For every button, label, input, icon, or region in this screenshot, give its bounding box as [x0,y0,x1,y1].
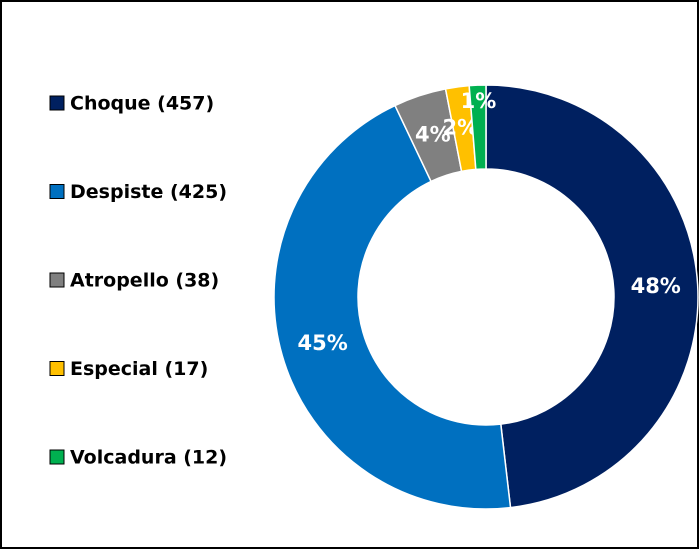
donut-segment [273,104,512,510]
legend-label: Despiste (425) [70,181,227,203]
legend-label: Volcadura (12) [70,447,227,469]
data-label: 4% [415,123,451,147]
data-label: 48% [631,274,681,298]
legend-swatch [49,272,65,288]
legend-label: Atropello (38) [70,270,219,292]
legend-label: Choque (457) [70,93,214,115]
donut-segment [485,84,699,509]
donut-segment [468,84,487,171]
legend-swatch [49,361,65,376]
legend-swatch [49,95,65,111]
data-label: 45% [297,331,347,355]
data-label: 1% [461,89,497,113]
legend-swatch [49,449,65,465]
legend-swatch [49,184,65,199]
legend-label: Especial (17) [70,358,208,380]
